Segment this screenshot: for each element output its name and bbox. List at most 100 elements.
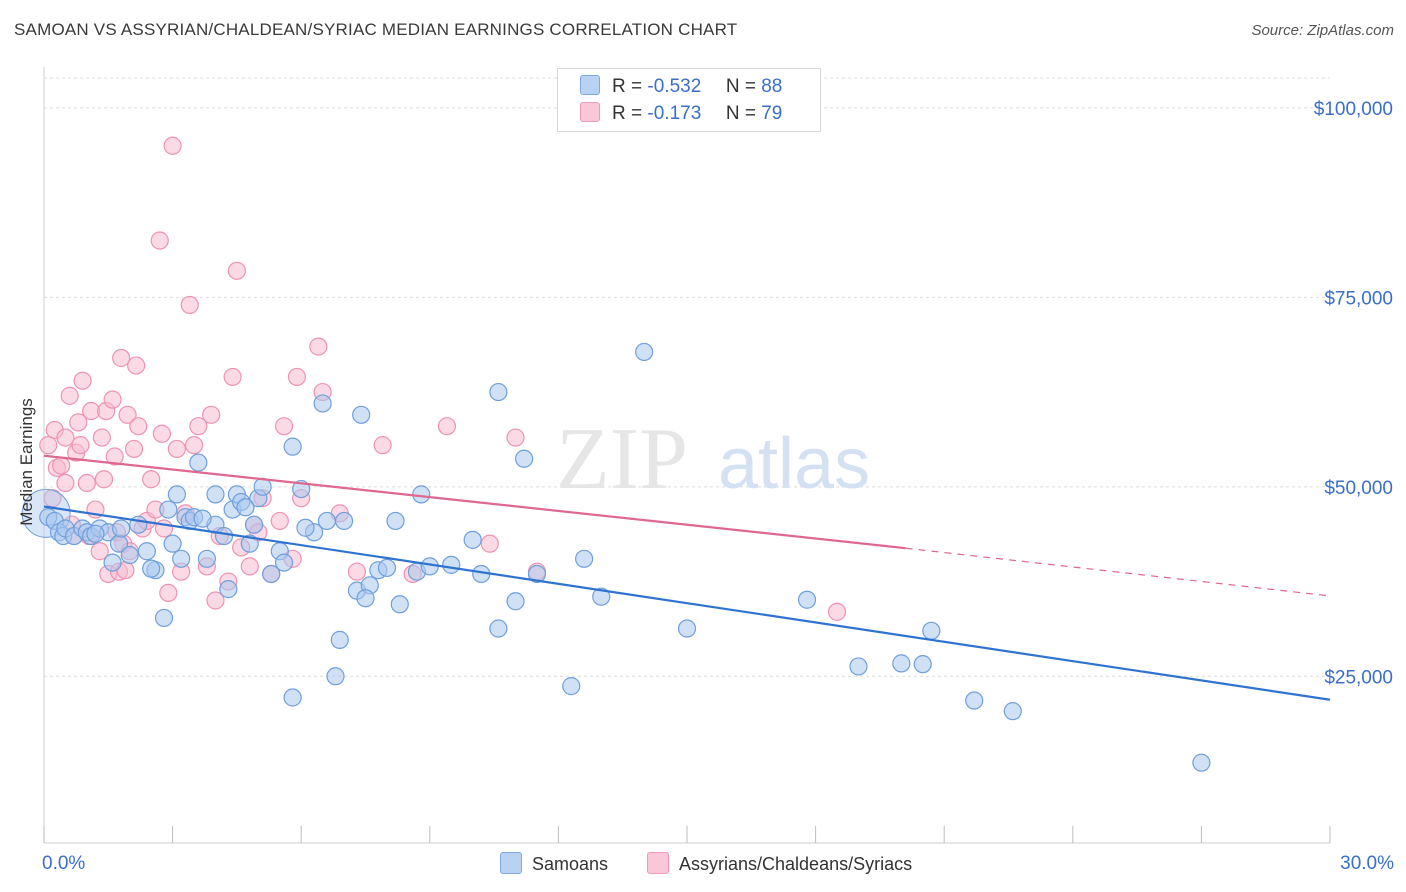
y-axis-tick-labels: $25,000 $50,000 $75,000 $100,000: [1314, 99, 1393, 688]
legend-n-label: N =: [725, 76, 756, 97]
data-point-assyrians: [287, 367, 307, 387]
data-point-samoans: [313, 394, 332, 413]
data-point-samoans: [103, 553, 122, 572]
y-tick-label: $100,000: [1314, 99, 1393, 120]
data-point-samoans: [412, 485, 431, 504]
data-point-samoans: [283, 437, 302, 456]
legend-n-label: N =: [725, 103, 756, 124]
data-point-assyrians: [105, 447, 124, 466]
data-point-samoans: [112, 519, 131, 538]
data-point-samoans: [296, 518, 315, 537]
data-point-assyrians: [152, 424, 171, 443]
data-point-samoans: [86, 524, 105, 543]
legend-row-samoans: R = -0.532 N = 88: [580, 75, 782, 99]
legend-r-label: R =: [612, 76, 643, 97]
watermark-zip: ZIP: [556, 411, 688, 508]
data-point-samoans: [189, 453, 208, 472]
data-point-assyrians: [189, 417, 208, 436]
data-point-assyrians: [73, 371, 92, 390]
data-point-samoans: [849, 657, 868, 676]
data-point-assyrians: [347, 562, 367, 581]
data-point-assyrians: [206, 591, 225, 610]
legend-n-value: 79: [761, 103, 783, 124]
data-point-samoans: [193, 509, 212, 528]
data-point-samoans: [334, 511, 354, 531]
legend-row-assyrians: R = -0.173 N = 79: [580, 102, 782, 126]
data-point-samoans: [635, 342, 654, 362]
data-point-samoans: [965, 691, 984, 710]
data-point-assyrians: [240, 557, 259, 576]
data-point-samoans: [159, 500, 178, 519]
data-point-samoans: [236, 498, 255, 517]
data-point-assyrians: [103, 390, 122, 409]
data-point-samoans: [562, 677, 581, 696]
data-point-assyrians: [43, 489, 62, 508]
data-point-assyrians: [223, 367, 242, 387]
data-point-samoans: [206, 485, 225, 504]
data-point-samoans: [283, 688, 302, 707]
data-point-samoans: [197, 549, 216, 568]
data-point-assyrians: [163, 136, 182, 155]
trend-line-assyrians-extension: [905, 547, 1331, 597]
data-point-assyrians: [227, 261, 246, 280]
data-point-assyrians: [39, 436, 58, 455]
source-credit: Source: ZipAtlas.com: [1251, 22, 1394, 39]
data-point-assyrians: [167, 439, 186, 459]
data-point-samoans: [489, 382, 508, 402]
data-point-assyrians: [56, 428, 75, 447]
trend-line-samoans: [43, 505, 1331, 701]
series-samoans-points: [21, 342, 1211, 772]
data-point-samoans: [1003, 702, 1022, 721]
data-point-samoans: [463, 530, 482, 549]
y-tick-label: $75,000: [1324, 288, 1393, 309]
data-point-assyrians: [142, 470, 161, 489]
watermark: ZIP atlas: [556, 411, 870, 508]
data-point-samoans: [352, 405, 371, 424]
data-point-samoans: [274, 553, 294, 572]
data-point-assyrians: [309, 337, 328, 356]
data-point-samoans: [892, 654, 911, 673]
data-point-samoans: [922, 621, 941, 640]
legend-r-value: -0.532: [647, 76, 702, 97]
data-point-assyrians: [827, 602, 847, 621]
y-axis-label: Median Earnings: [17, 398, 36, 526]
bottom-legend-swatch-pink: [647, 852, 669, 874]
data-point-samoans: [219, 580, 238, 599]
data-point-assyrians: [77, 473, 96, 493]
data-point-samoans: [262, 564, 281, 584]
data-point-assyrians: [118, 405, 137, 424]
data-point-samoans: [142, 559, 161, 578]
data-point-samoans: [515, 449, 534, 468]
data-point-samoans: [489, 619, 508, 638]
bottom-legend-label: Samoans: [532, 854, 609, 874]
data-point-assyrians: [506, 428, 525, 447]
data-point-samoans: [167, 485, 186, 504]
y-tick-label: $50,000: [1324, 478, 1393, 499]
data-point-assyrians: [274, 417, 294, 436]
data-point-samoans: [326, 667, 345, 686]
legend-r-label: R =: [612, 103, 643, 124]
bottom-legend-swatch-blue: [500, 852, 522, 874]
data-point-samoans: [527, 564, 547, 584]
legend-swatch-pink: [580, 102, 600, 122]
data-point-assyrians: [112, 348, 131, 368]
data-point-samoans: [244, 515, 264, 534]
data-point-samoans: [214, 526, 234, 546]
bottom-legend-samoans: Samoans: [500, 852, 608, 875]
data-point-assyrians: [150, 231, 169, 250]
data-point-assyrians: [90, 542, 109, 561]
data-point-samoans: [137, 542, 156, 561]
data-point-samoans: [240, 534, 259, 553]
data-point-assyrians: [270, 511, 289, 531]
data-point-samoans: [317, 511, 337, 531]
bottom-legend-label: Assyrians/Chaldeans/Syriacs: [679, 854, 913, 874]
data-point-samoans: [172, 549, 191, 568]
axes: [43, 67, 1331, 844]
data-point-assyrians: [202, 405, 221, 424]
legend-r-value: -0.173: [647, 103, 702, 124]
data-point-samoans: [386, 511, 405, 531]
data-point-samoans: [442, 555, 461, 574]
data-point-samoans: [677, 619, 697, 638]
trend-lines: [43, 454, 1331, 701]
